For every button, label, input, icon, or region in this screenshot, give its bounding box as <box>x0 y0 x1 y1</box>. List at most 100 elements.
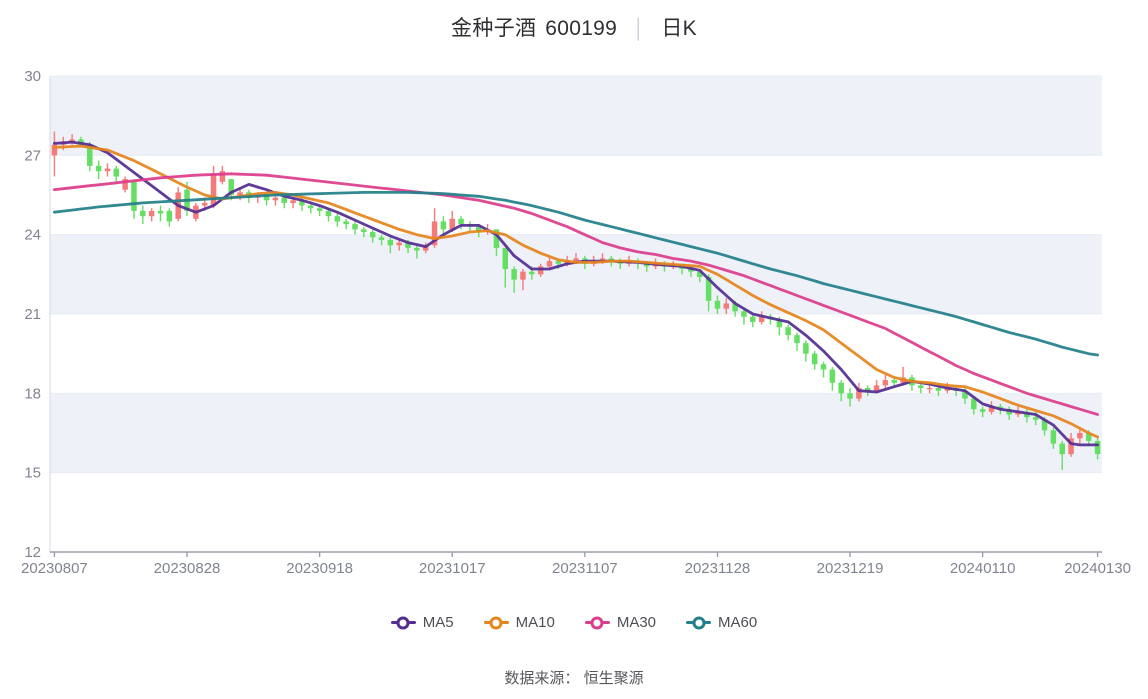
candle <box>529 271 535 275</box>
ma5-legend-marker-icon <box>390 616 416 629</box>
candle <box>979 409 986 412</box>
grid-band <box>50 393 1102 473</box>
candle <box>882 380 889 386</box>
candle <box>352 224 358 230</box>
candle <box>1077 433 1083 439</box>
candle <box>458 218 464 225</box>
x-axis-label: 20230828 <box>154 560 221 577</box>
legend-label: MA5 <box>422 614 454 631</box>
candle <box>299 200 305 206</box>
y-axis-label: 21 <box>24 306 41 323</box>
candle <box>502 247 509 270</box>
legend-label: MA60 <box>718 614 758 631</box>
candle <box>449 218 455 230</box>
legend-item-ma5[interactable]: MA5 <box>390 614 454 631</box>
candle <box>272 197 279 201</box>
candle <box>325 210 332 217</box>
candle <box>1094 440 1101 455</box>
ma60-legend-marker-icon <box>686 616 712 629</box>
candle <box>87 144 93 166</box>
candlestick-chart[interactable]: 12 15 18 21 24 27 30 20230807 20230828 20230918 20… <box>0 0 1148 608</box>
candle <box>803 343 809 354</box>
candle <box>343 221 349 225</box>
legend-item-ma60[interactable]: MA60 <box>686 614 757 631</box>
candle <box>210 173 217 206</box>
candle <box>201 202 208 206</box>
candle <box>1041 419 1048 431</box>
candle <box>131 181 137 211</box>
candle <box>511 269 517 280</box>
chart-title: 金种子酒 600199 │ 日K <box>0 12 1148 42</box>
candle <box>414 247 420 251</box>
candle <box>166 210 173 222</box>
chart-period-label: 日K <box>661 17 697 40</box>
candle <box>334 216 341 222</box>
candle <box>1059 443 1065 455</box>
x-axis-label: 20231128 <box>685 560 751 577</box>
candle <box>290 200 296 203</box>
candle <box>157 210 164 214</box>
candle <box>440 221 447 230</box>
candle <box>431 221 438 246</box>
candle <box>387 239 394 246</box>
y-axis-label: 30 <box>24 68 41 85</box>
candle <box>1068 438 1074 455</box>
candle <box>1032 417 1039 420</box>
candle <box>829 369 836 383</box>
legend-label: MA30 <box>616 614 657 631</box>
ma-legend: MA5 MA10 MA30 MA60 <box>0 614 1148 631</box>
stock-code: 600199 <box>545 17 618 40</box>
x-axis-label: 20231107 <box>552 560 618 577</box>
candle <box>847 393 853 399</box>
candle <box>918 385 924 389</box>
candle <box>493 229 500 248</box>
x-axis-label: 20230807 <box>21 560 88 577</box>
candle <box>555 261 562 264</box>
candle <box>873 385 880 391</box>
y-axis-label: 12 <box>24 544 41 561</box>
x-axis-label: 20240110 <box>950 560 1016 577</box>
candle <box>228 179 234 195</box>
stock-name: 金种子酒 <box>451 17 537 40</box>
candle <box>361 229 367 233</box>
candle <box>935 388 942 391</box>
y-axis-label: 24 <box>24 227 41 244</box>
candle <box>723 303 730 309</box>
candle <box>281 197 288 203</box>
candle <box>104 168 111 172</box>
grid-band <box>50 234 1102 314</box>
candle <box>1050 430 1057 444</box>
candle <box>732 303 738 312</box>
candle <box>714 300 721 309</box>
ma30-legend-marker-icon <box>584 616 610 629</box>
grid-band <box>50 76 1102 156</box>
data-source-label: 数据来源： 恒生聚源 <box>504 670 644 687</box>
x-axis-label: 20230918 <box>286 560 353 577</box>
ma-line-MA60 <box>53 191 1099 357</box>
x-axis-label: 20231017 <box>419 560 486 577</box>
candle <box>140 210 146 217</box>
candle <box>573 258 579 262</box>
candle <box>750 316 756 322</box>
candle <box>891 380 897 383</box>
legend-label: MA10 <box>515 614 555 631</box>
candle <box>971 398 977 410</box>
legend-item-ma10[interactable]: MA10 <box>483 614 555 631</box>
candle <box>794 335 800 344</box>
candle <box>776 319 783 328</box>
y-axis-label: 18 <box>24 385 41 402</box>
candle <box>741 311 747 317</box>
candle <box>688 269 694 272</box>
candle <box>113 168 120 177</box>
candle <box>811 353 818 365</box>
candle <box>856 388 862 399</box>
candle <box>697 271 703 277</box>
candle <box>988 406 995 412</box>
legend-item-ma30[interactable]: MA30 <box>584 614 657 631</box>
candle <box>122 179 128 190</box>
candle <box>864 388 871 391</box>
candle <box>1085 433 1092 441</box>
x-axis-label: 20240130 <box>1064 560 1131 577</box>
candle <box>95 165 102 172</box>
